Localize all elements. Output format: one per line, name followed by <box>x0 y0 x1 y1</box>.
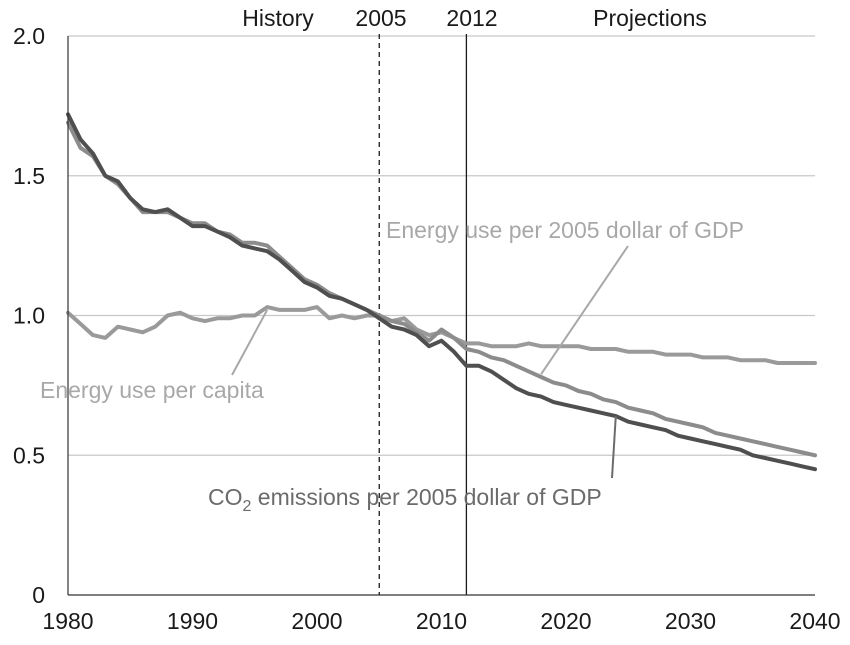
x-tick-label: 2030 <box>665 608 716 634</box>
axes <box>67 36 815 596</box>
y-tick-label: 1.5 <box>13 163 45 189</box>
series-lines <box>66 112 817 472</box>
gridlines <box>68 35 815 456</box>
series-line-1 <box>66 120 817 458</box>
label-energy-per-capita: Energy use per capita <box>40 377 264 403</box>
label-co2-subscript: 2 <box>243 498 252 515</box>
y-tick-label: 2.0 <box>13 23 45 49</box>
y-tick-label: 0.5 <box>13 442 45 468</box>
year-2012-header: 2012 <box>446 5 497 31</box>
leader-line-0 <box>231 309 269 376</box>
series-line-2 <box>66 112 817 472</box>
y-tick-label: 0 <box>32 582 45 608</box>
x-tick-label: 2010 <box>416 608 467 634</box>
x-tick-label: 2020 <box>540 608 591 634</box>
x-tick-label: 2000 <box>291 608 342 634</box>
x-tick-label: 2040 <box>789 608 840 634</box>
series-line-0 <box>66 305 817 365</box>
leader-line-2 <box>611 416 617 479</box>
label-co2-per-gdp: CO2 emissions per 2005 dollar of GDP <box>208 484 602 515</box>
history-header: History <box>242 5 314 31</box>
projections-header: Projections <box>593 5 707 31</box>
reference-lines <box>378 34 468 595</box>
x-tick-label: 1980 <box>42 608 93 634</box>
label-leaders <box>231 245 629 479</box>
label-co2-main: CO <box>208 484 243 510</box>
label-energy-per-gdp: Energy use per 2005 dollar of GDP <box>386 217 744 243</box>
y-tick-label: 1.0 <box>13 303 45 329</box>
year-2005-header: 2005 <box>355 5 406 31</box>
tick-labels: 0 0.5 1.0 1.5 2.0 1980 1990 2000 2010 2020 2030 204… <box>13 23 841 634</box>
leader-line-1 <box>540 245 629 375</box>
label-co2-rest: emissions per 2005 dollar of GDP <box>251 484 601 510</box>
x-tick-label: 1990 <box>167 608 218 634</box>
